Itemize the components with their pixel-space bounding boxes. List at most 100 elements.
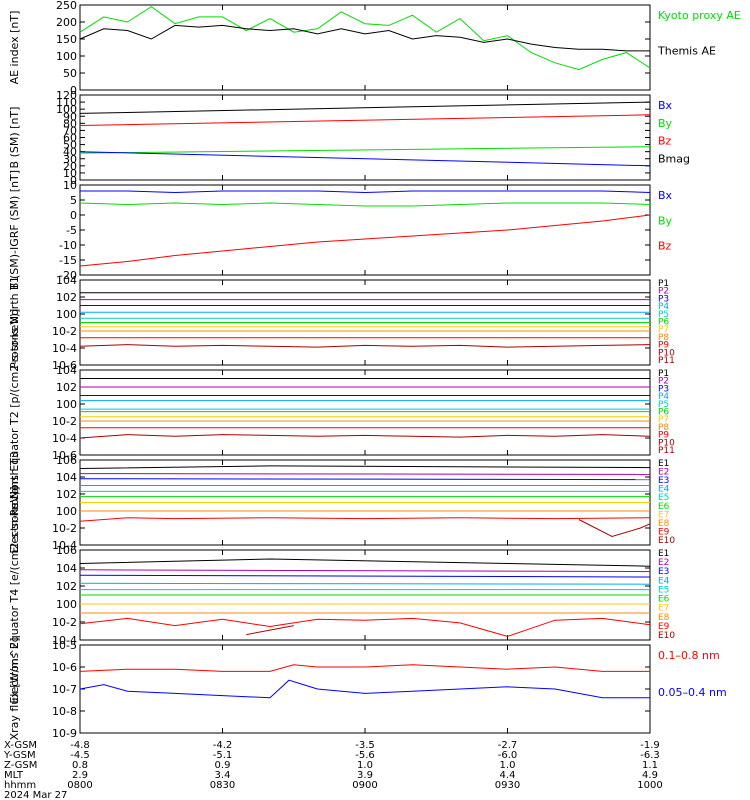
xaxis-row-value: 0930 (495, 780, 520, 791)
series-line-E2 (79, 569, 651, 573)
ytick-label: 104 (56, 274, 77, 287)
legend-item: E1 (658, 549, 669, 559)
series-line-Bmag (79, 101, 651, 114)
ytick-label: 10-4 (52, 342, 77, 355)
xaxis-row-value: -4.5 (70, 750, 90, 761)
series-line-P10 (79, 434, 651, 439)
xaxis-row-value: 1.1 (642, 760, 658, 771)
panel-frame (79, 369, 651, 456)
series-line-E10 (578, 519, 651, 538)
ytick-label: 10-4 (52, 634, 77, 647)
legend-item: P8 (658, 333, 669, 343)
panel-frame (79, 644, 651, 734)
legend-item: Bz (658, 135, 672, 148)
ytick-label: 10-6 (52, 359, 77, 372)
legend-item: E3 (658, 567, 669, 577)
legend-item: By (658, 117, 673, 130)
series-line-P10 (79, 344, 651, 348)
ytick-label: 5 (70, 194, 77, 207)
y-axis-label: Electrons Equator T4 [e/(cm2-s-sr-keV)] (8, 486, 21, 703)
xaxis-row-value: -3.5 (355, 740, 375, 751)
legend-item: P1 (658, 369, 669, 379)
ytick-label: 100 (56, 50, 77, 63)
legend-item: E3 (658, 476, 669, 486)
xaxis-row-value: -4.8 (70, 740, 90, 751)
legend-item: P1 (658, 279, 669, 289)
ytick-label: 102 (56, 381, 77, 394)
legend-item: P9 (658, 341, 669, 351)
series-line-E4 (79, 582, 651, 585)
xaxis-row-label: Z-GSM (4, 760, 37, 771)
ytick-label: 0 (70, 209, 77, 222)
legend-item: Bx (658, 189, 673, 202)
ytick-label: 106 (56, 544, 77, 557)
legend-item: E2 (658, 468, 669, 478)
ytick-label: 150 (56, 33, 77, 46)
series-line-Bz (79, 214, 651, 267)
ytick-label: 10-7 (52, 683, 77, 696)
ytick-label: 10-6 (52, 449, 77, 462)
legend-item: P11 (658, 356, 675, 366)
legend-item: Bx (658, 99, 673, 112)
legend-item: E9 (658, 622, 670, 632)
legend-item: Kyoto proxy AE (658, 9, 741, 22)
y-axis-label: B (SM) [nT] (8, 107, 21, 169)
xaxis-row-value: -1.9 (640, 740, 660, 751)
ytick-label: 200 (56, 16, 77, 29)
legend-item: E8 (658, 519, 670, 529)
legend-item: P6 (658, 318, 669, 328)
ytick-label: 250 (56, 0, 77, 12)
legend-item: P7 (658, 415, 669, 425)
legend-item: E9 (658, 527, 670, 537)
ytick-label: 10-6 (52, 661, 77, 674)
xaxis-row-label: Y-GSM (3, 750, 36, 761)
series-line-E1 (79, 558, 651, 567)
xaxis-row-label: X-GSM (4, 740, 37, 751)
ytick-label: 40 (63, 146, 77, 159)
ytick-label: 10-2 (52, 522, 77, 535)
legend-item: P5 (658, 310, 669, 320)
series-line-E3 (79, 478, 651, 481)
legend-item: P4 (658, 392, 669, 402)
legend-item: Themis AE (657, 45, 716, 58)
legend-item: P8 (658, 423, 669, 433)
ytick-label: 10 (63, 167, 77, 180)
ytick-label: 10-4 (52, 539, 77, 552)
legend-item: By (658, 214, 673, 227)
ytick-label: 102 (56, 580, 77, 593)
xaxis-row-value: 0900 (352, 780, 377, 791)
xaxis-row-value: 0830 (210, 780, 235, 791)
ytick-label: -15 (59, 254, 77, 267)
ytick-label: 0 (70, 174, 77, 187)
series-line-E9 (79, 517, 651, 522)
ytick-label: 60 (63, 132, 77, 145)
xaxis-row-value: 1.0 (500, 760, 516, 771)
legend-item: E4 (658, 485, 670, 495)
ytick-label: 10-2 (52, 415, 77, 428)
ytick-label: 70 (63, 124, 77, 137)
ytick-label: 102 (56, 291, 77, 304)
ytick-label: -20 (59, 269, 77, 282)
legend-item: P10 (658, 348, 675, 358)
legend-item: P9 (658, 431, 669, 441)
xaxis-row-label: MLT (4, 770, 24, 781)
xaxis-row-value: 0800 (67, 780, 92, 791)
xaxis-row-value: -6.0 (498, 750, 518, 761)
legend-item: P10 (658, 438, 675, 448)
y-axis-label: AE index [nT] (8, 11, 21, 85)
legend-item: P7 (658, 325, 669, 335)
legend-item: P3 (658, 384, 669, 394)
legend-item: 0.1–0.8 nm (658, 649, 720, 662)
legend-item: P4 (658, 302, 669, 312)
ytick-label: 104 (56, 562, 77, 575)
legend-item: E5 (658, 585, 669, 595)
ytick-label: 102 (56, 488, 77, 501)
ytick-label: 10-4 (52, 432, 77, 445)
xaxis-row-value: 0.9 (215, 760, 231, 771)
xaxis-row-value: -6.3 (640, 750, 660, 761)
xaxis-row-value: 4.4 (500, 770, 516, 781)
series-line-E1 (79, 465, 651, 469)
legend-item: P6 (658, 408, 669, 418)
xaxis-row-value: -5.6 (355, 750, 375, 761)
ytick-label: 104 (56, 364, 77, 377)
